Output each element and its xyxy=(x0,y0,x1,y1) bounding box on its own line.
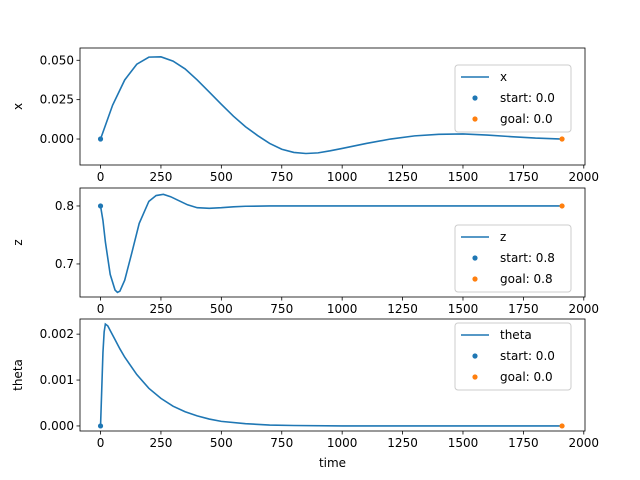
y-tick-label: 0.000 xyxy=(40,419,74,433)
legend-entry-label: z xyxy=(500,230,506,244)
x-tick-label: 1500 xyxy=(448,436,479,450)
subplots: 0 250 500 750 1000 1250 1500 1750 2000 0.000 0.025… xyxy=(11,47,600,470)
x-tick-label: 750 xyxy=(270,436,293,450)
x-tick-label: 500 xyxy=(210,170,233,184)
x-axis-label: time xyxy=(319,456,346,470)
x-tick-label: 1250 xyxy=(387,302,418,316)
x-tick-label: 250 xyxy=(149,302,172,316)
x-tick-label: 250 xyxy=(149,436,172,450)
y-tick-label: 0.050 xyxy=(40,53,74,67)
x-tick-label: 500 xyxy=(210,302,233,316)
y-tick-label: 0.8 xyxy=(55,199,74,213)
x-tick-label: 2000 xyxy=(569,436,600,450)
legend-frame xyxy=(454,64,572,133)
legend-frame xyxy=(454,322,572,391)
legend-entry-label: goal: 0.8 xyxy=(500,272,553,286)
y-tick-label: 0.001 xyxy=(40,373,74,387)
legend-entry-label: x xyxy=(500,70,507,84)
x-tick-label: 1250 xyxy=(387,436,418,450)
x-tick-label: 1750 xyxy=(508,302,539,316)
x-tick-label: 2000 xyxy=(569,302,600,316)
legend-start-swatch xyxy=(472,95,478,101)
x-tick-label: 0 xyxy=(97,170,105,184)
x-tick-label: 1000 xyxy=(327,302,358,316)
legend-entry-label: theta xyxy=(500,328,532,342)
y-axis-label: z xyxy=(11,239,25,245)
legend-goal-swatch xyxy=(472,276,478,282)
x-tick-label: 1000 xyxy=(327,170,358,184)
y-axis-label: theta xyxy=(11,359,25,391)
legend-entry-label: start: 0.0 xyxy=(500,91,555,105)
goal-marker xyxy=(559,136,565,142)
goal-marker xyxy=(559,423,565,429)
y-tick-label: 0.025 xyxy=(40,93,74,107)
legend-entry-label: start: 0.0 xyxy=(500,349,555,363)
goal-marker xyxy=(559,203,565,209)
legend-entry-label: goal: 0.0 xyxy=(500,370,553,384)
x-tick-label: 1000 xyxy=(327,436,358,450)
x-tick-label: 1500 xyxy=(448,302,479,316)
axes-frame xyxy=(79,47,586,166)
start-marker xyxy=(97,136,104,142)
y-axis-label: x xyxy=(11,103,25,110)
axes-frame xyxy=(79,187,586,298)
x-tick-label: 500 xyxy=(210,436,233,450)
x-tick-label: 0 xyxy=(97,302,105,316)
x-tick-label: 1250 xyxy=(387,170,418,184)
x-tick-label: 1750 xyxy=(508,170,539,184)
y-tick-label: 0.000 xyxy=(40,132,74,146)
x-tick-label: 750 xyxy=(270,302,293,316)
legend-start-swatch xyxy=(472,353,478,359)
x-tick-label: 2000 xyxy=(569,170,600,184)
legend-entry-label: start: 0.8 xyxy=(500,251,555,265)
subplot-2: 0 250 500 750 1000 1250 1500 1750 2000 0.7 0.8 z z st… xyxy=(11,187,600,316)
legend-goal-swatch xyxy=(472,116,478,122)
x-tick-label: 0 xyxy=(97,436,105,450)
x-tick-label: 1750 xyxy=(508,436,539,450)
series-line-x xyxy=(99,56,563,155)
legend: z start: 0.8 goal: 0.8 xyxy=(454,224,572,293)
y-tick-label: 0.002 xyxy=(40,327,74,341)
legend: x start: 0.0 goal: 0.0 xyxy=(454,64,572,133)
start-marker xyxy=(97,203,104,209)
subplot-1: 0 250 500 750 1000 1250 1500 1750 2000 0.000 0.025… xyxy=(11,47,600,184)
legend-frame xyxy=(454,224,572,293)
legend-start-swatch xyxy=(472,255,478,261)
legend-entry-label: goal: 0.0 xyxy=(500,112,553,126)
x-tick-label: 250 xyxy=(149,170,172,184)
x-tick-label: 750 xyxy=(270,170,293,184)
legend-goal-swatch xyxy=(472,374,478,380)
axes-frame xyxy=(79,318,586,432)
start-marker xyxy=(97,423,104,429)
x-tick-label: 1500 xyxy=(448,170,479,184)
series-line-z xyxy=(99,193,563,294)
y-tick-label: 0.7 xyxy=(55,257,74,271)
subplot-3: 0 250 500 750 1000 1250 1500 1750 2000 0.000 0.001… xyxy=(11,318,600,470)
legend: theta start: 0.0 goal: 0.0 xyxy=(454,322,572,391)
series-line-theta xyxy=(99,322,563,427)
